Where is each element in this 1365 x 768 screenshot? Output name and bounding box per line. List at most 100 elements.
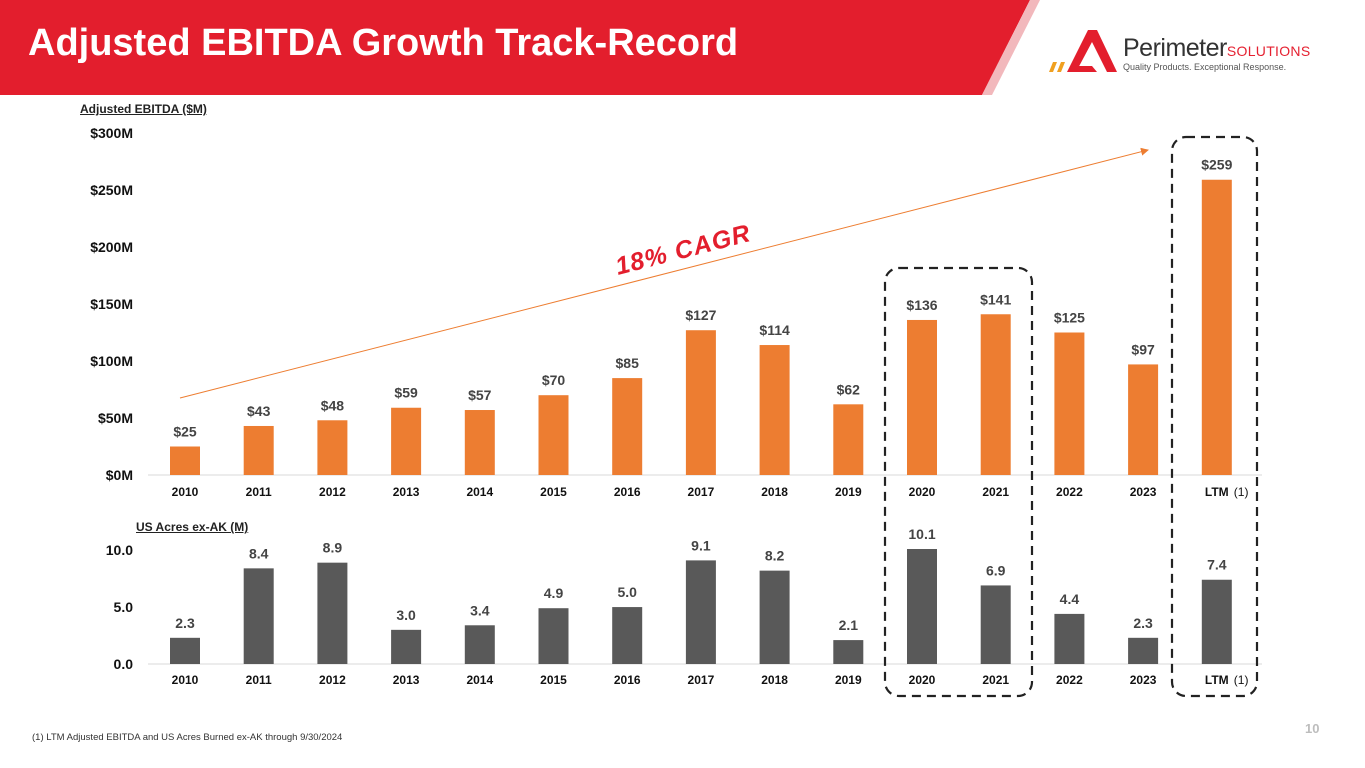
acres-bar-2021 [980, 585, 1011, 664]
acres-bar-chart: 0.0 5.0 10.0 2.3 2010 8.4 2011 8.9 2012 3.0 2013 3.… [106, 526, 1262, 687]
ebitda-bar-ltm [1201, 179, 1232, 476]
ebitda-data-label: $48 [321, 397, 345, 413]
ebitda-bar-2022 [1054, 332, 1085, 475]
ebitda-bar-2011 [243, 425, 274, 475]
acres-data-label: 8.4 [249, 545, 269, 561]
ebitda-ytick-label: $50M [98, 410, 133, 426]
banner-edge [982, 0, 1040, 95]
ebitda-data-label: $85 [616, 355, 640, 371]
ebitda-data-label: $125 [1054, 310, 1085, 326]
acres-category-label: 2020 [909, 673, 936, 687]
acres-bar-2017 [685, 560, 716, 664]
ebitda-category-label: LTM [1205, 485, 1229, 499]
acres-data-label: 3.4 [470, 602, 490, 618]
ebitda-data-label: $43 [247, 403, 271, 419]
acres-ytick-label: 5.0 [114, 599, 134, 615]
logo-name: PerimeterSOLUTIONS [1123, 34, 1310, 63]
ebitda-category-note: (1) [1234, 485, 1249, 499]
ebitda-category-label: 2021 [982, 485, 1009, 499]
ebitda-bar-2015 [538, 395, 569, 475]
acres-bar-2013 [391, 629, 422, 664]
ebitda-bar-2014 [464, 410, 495, 475]
ebitda-ytick-label: $0M [106, 467, 133, 483]
acres-data-label: 2.3 [1133, 615, 1153, 631]
ebitda-ytick-label: $150M [90, 296, 133, 312]
highlight-box-2020-2021 [883, 266, 1034, 698]
ebitda-category-label: 2018 [761, 485, 788, 499]
acres-data-label: 2.3 [175, 615, 195, 631]
ebitda-bar-2018 [759, 345, 790, 475]
ebitda-category-label: 2012 [319, 485, 346, 499]
highlight-box-ltm [1170, 135, 1259, 698]
acres-bar-2023 [1128, 637, 1159, 664]
acres-data-label: 4.9 [544, 585, 564, 601]
acres-data-label: 6.9 [986, 562, 1006, 578]
acres-category-label: 2013 [393, 673, 420, 687]
ebitda-category-label: 2023 [1130, 485, 1157, 499]
ebitda-ytick-label: $300M [90, 125, 133, 141]
acres-ytick-label: 10.0 [106, 542, 133, 558]
acres-bar-2016 [612, 607, 643, 664]
ebitda-bar-2013 [391, 407, 422, 475]
logo-tagline: Quality Products. Exceptional Response. [1123, 62, 1287, 72]
ebitda-data-label: $59 [394, 385, 418, 401]
acres-bar-2018 [759, 570, 790, 664]
ebitda-bar-2020 [907, 319, 937, 475]
acres-bar-2022 [1054, 613, 1085, 664]
ebitda-category-label: 2010 [172, 485, 199, 499]
ebitda-bar-chart: $0M $50M $100M $150M $200M $250M $300M $25 2010 $… [90, 125, 1262, 499]
acres-category-label: LTM [1205, 673, 1229, 687]
banner-red [0, 0, 1030, 95]
acres-category-label: 2017 [688, 673, 715, 687]
ebitda-bar-2016 [612, 378, 643, 475]
ebitda-bar-2012 [317, 420, 348, 475]
acres-category-label: 2014 [466, 673, 493, 687]
acres-bar-2020 [907, 549, 937, 664]
cagr-annotation: 18% CAGR [613, 219, 754, 281]
acres-category-label: 2022 [1056, 673, 1083, 687]
cagr-trend-arrow [179, 147, 1149, 399]
ebitda-bar-2017 [685, 330, 716, 475]
acres-bar-2011 [243, 568, 274, 664]
ebitda-data-label: $25 [173, 424, 197, 440]
acres-category-note: (1) [1234, 673, 1249, 687]
acres-category-label: 2018 [761, 673, 788, 687]
acres-data-label: 3.0 [396, 607, 416, 623]
acres-chart-title: US Acres ex-AK (M) [136, 520, 249, 534]
logo-mark-icon [1049, 30, 1117, 72]
ebitda-bar-2019 [833, 404, 864, 475]
acres-bar-ltm [1201, 579, 1232, 664]
ebitda-category-label: 2014 [466, 485, 493, 499]
title-banner: Adjusted EBITDA Growth Track-Record [0, 0, 1365, 95]
acres-data-label: 10.1 [908, 526, 935, 542]
ebitda-data-label: $259 [1201, 157, 1232, 173]
acres-category-label: 2012 [319, 673, 346, 687]
acres-bar-2015 [538, 608, 569, 664]
ebitda-category-label: 2016 [614, 485, 641, 499]
ebitda-category-label: 2022 [1056, 485, 1083, 499]
acres-bar-2012 [317, 562, 348, 664]
ebitda-data-label: $97 [1131, 341, 1155, 357]
acres-data-label: 2.1 [839, 617, 859, 633]
ebitda-bar-2023 [1128, 364, 1159, 475]
acres-category-label: 2015 [540, 673, 567, 687]
acres-bar-2014 [464, 625, 495, 664]
banner-shape [0, 0, 1040, 95]
acres-data-label: 8.9 [323, 540, 343, 556]
ebitda-ytick-label: $100M [90, 353, 133, 369]
acres-data-label: 7.4 [1207, 557, 1227, 573]
page-title: Adjusted EBITDA Growth Track-Record [28, 22, 739, 64]
ebitda-chart-title: Adjusted EBITDA ($M) [80, 102, 207, 116]
ebitda-bar-2010 [170, 446, 200, 475]
company-logo: PerimeterSOLUTIONS Quality Products. Exc… [1045, 28, 1325, 78]
acres-ytick-label: 0.0 [114, 656, 134, 672]
acres-data-label: 4.4 [1060, 591, 1080, 607]
footnote: (1) LTM Adjusted EBITDA and US Acres Bur… [32, 732, 343, 743]
ebitda-data-label: $127 [685, 307, 716, 323]
acres-category-label: 2010 [172, 673, 199, 687]
ebitda-data-label: $70 [542, 372, 566, 388]
ebitda-data-label: $57 [468, 387, 492, 403]
ebitda-category-label: 2019 [835, 485, 862, 499]
ebitda-category-label: 2011 [246, 485, 272, 499]
